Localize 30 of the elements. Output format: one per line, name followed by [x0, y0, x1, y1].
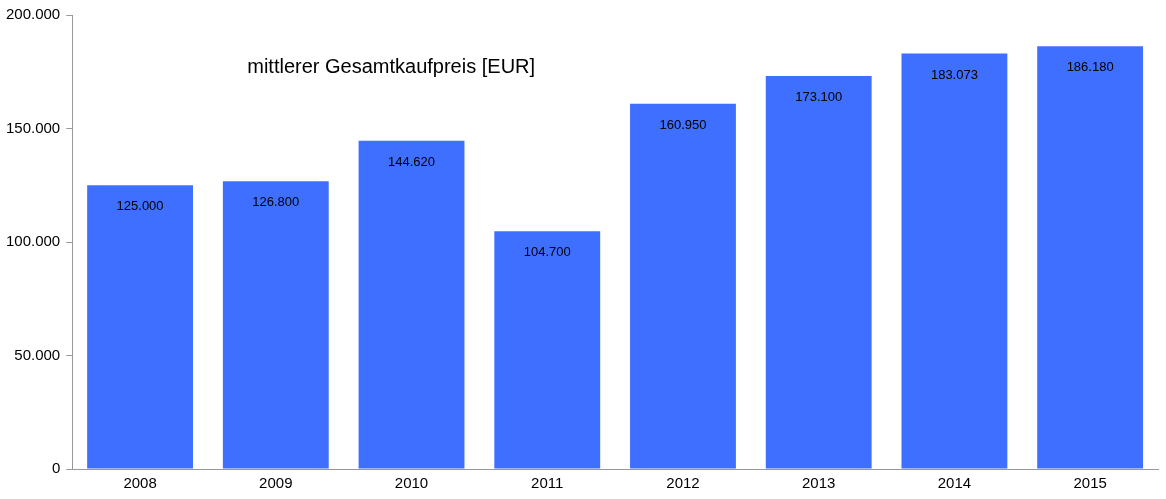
- data-label: 186.180: [1066, 59, 1114, 75]
- y-tick-label: 200.000: [5, 5, 61, 23]
- bar: [494, 231, 601, 469]
- x-tick-label: 2014: [937, 474, 972, 492]
- x-tick-label: 2013: [802, 474, 836, 492]
- bar: [358, 140, 465, 469]
- y-tick-label: 0: [51, 459, 61, 477]
- y-tick-label: 150.000: [5, 118, 61, 136]
- data-label: 126.800: [252, 194, 300, 210]
- y-tick-label: 50.000: [14, 345, 61, 363]
- data-label: 160.950: [659, 116, 707, 132]
- x-tick-label: 2015: [1073, 474, 1107, 492]
- text: mittlerer Gesamtkaufpreis [EUR]: [247, 54, 536, 77]
- y-tick-label: 100.000: [5, 232, 61, 250]
- x-tick-label: 2012: [666, 474, 700, 492]
- bar: [222, 181, 329, 469]
- bar: [87, 185, 194, 469]
- x-tick-label: 2010: [394, 474, 429, 492]
- bar: [765, 76, 872, 469]
- x-tick-label: 2008: [123, 474, 157, 492]
- bar: [1037, 46, 1144, 469]
- bar: [630, 103, 736, 469]
- x-tick-label: 2011: [531, 474, 564, 492]
- x-tick-label: 2009: [259, 474, 293, 492]
- data-label: 144.620: [388, 153, 436, 169]
- data-label: 183.073: [930, 66, 978, 82]
- data-label: 125.000: [116, 198, 164, 214]
- bar: [901, 53, 1008, 469]
- data-label: 173.100: [795, 89, 843, 105]
- data-label: 104.700: [523, 244, 571, 260]
